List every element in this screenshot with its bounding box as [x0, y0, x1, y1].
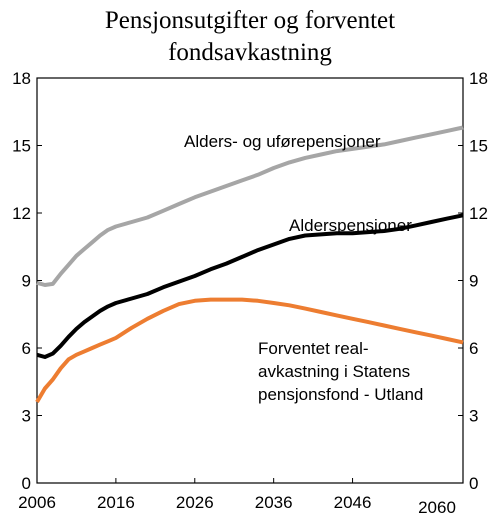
annotation-avkastning-line-2: avkastning i Statens	[258, 362, 410, 381]
x-tick-label-2046: 2046	[334, 493, 372, 512]
y-tick-label-left-0: 0	[22, 474, 31, 493]
x-tick-label-2006: 2006	[18, 493, 56, 512]
annotation-avkastning-line-1: Forventet real-	[258, 339, 369, 358]
y-tick-label-left-12: 12	[12, 204, 31, 223]
y-tick-label-left-3: 3	[22, 407, 31, 426]
annotation-alders-og-ufore: Alders- og uførepensjoner	[184, 132, 381, 151]
x-tick-label-2036: 2036	[255, 493, 293, 512]
axes: 0 0 3 3 6 6 9 9 12 12 15 15 18 18 2006 2016 2026 2036 2046…	[12, 69, 488, 517]
series-line-3	[35, 297, 464, 404]
y-tick-label-left-6: 6	[22, 339, 31, 358]
series-line-2	[36, 213, 464, 359]
y-tick-label-right-9: 9	[469, 272, 478, 291]
chart-title-line-1: Pensjonsutgifter og forventet	[105, 7, 395, 34]
y-tick-label-right-12: 12	[469, 204, 488, 223]
y-tick-label-left-15: 15	[12, 137, 31, 156]
annotation-alderspensjoner: Alderspensjoner	[289, 216, 412, 235]
y-tick-label-right-3: 3	[469, 407, 478, 426]
series-line-1	[36, 125, 464, 287]
series-group	[35, 125, 464, 404]
annotation-avkastning-line-3: pensjonsfond - Utland	[258, 385, 423, 404]
x-tick-label-2060: 2060	[418, 498, 456, 517]
y-tick-label-right-18: 18	[469, 69, 488, 88]
y-tick-label-right-15: 15	[469, 137, 488, 156]
chart-title-line-2: fondsavkastning	[168, 39, 332, 66]
y-tick-label-left-9: 9	[22, 272, 31, 291]
y-tick-label-left-18: 18	[12, 69, 31, 88]
y-tick-label-right-0: 0	[469, 474, 478, 493]
y-tick-label-right-6: 6	[469, 339, 478, 358]
x-tick-label-2016: 2016	[97, 493, 135, 512]
x-tick-label-2026: 2026	[176, 493, 214, 512]
